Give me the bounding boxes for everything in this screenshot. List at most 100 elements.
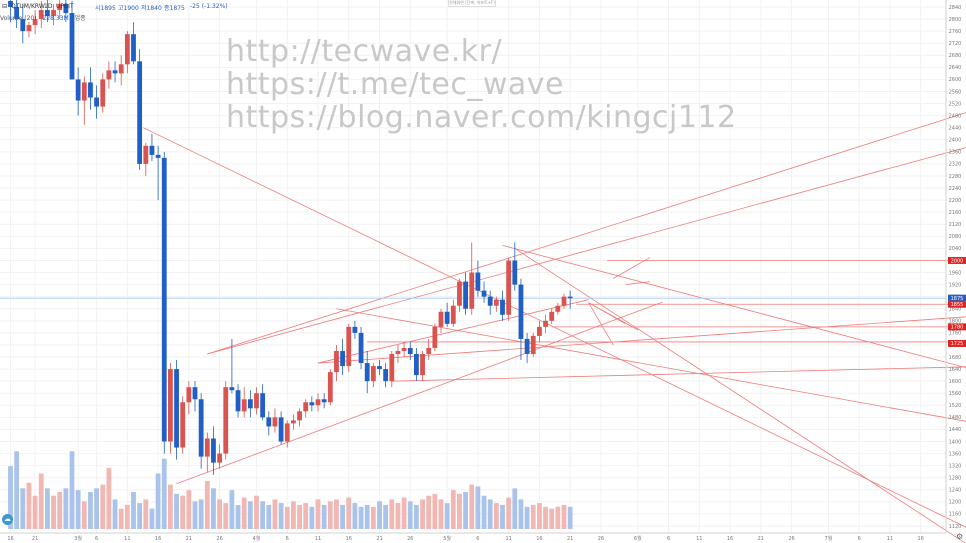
candle-body bbox=[303, 402, 308, 411]
y-tick-label: 1960 bbox=[949, 270, 962, 276]
volume-bar bbox=[70, 451, 75, 529]
candle-body bbox=[285, 423, 290, 441]
y-tick-label: 2400 bbox=[949, 138, 962, 144]
volume-bar bbox=[414, 505, 419, 529]
volume-bar bbox=[230, 490, 235, 529]
trend-line bbox=[515, 248, 966, 543]
y-tick-label: 1600 bbox=[949, 379, 962, 385]
candle-body bbox=[107, 70, 112, 79]
symbol-icon[interactable]: ⊟ bbox=[2, 3, 7, 10]
candle-body bbox=[125, 34, 130, 64]
volume-extra: 업종 bbox=[75, 15, 86, 22]
volume-bar bbox=[131, 492, 136, 529]
candle-body bbox=[383, 369, 388, 381]
candle-body bbox=[156, 155, 161, 158]
candle-body bbox=[82, 82, 87, 100]
volume-bar bbox=[488, 499, 493, 529]
y-tick-label: 2520 bbox=[949, 101, 962, 107]
y-tick-label: 1560 bbox=[949, 391, 962, 397]
exchange-label[interactable]: UPBIT bbox=[56, 3, 74, 10]
trend-line bbox=[207, 140, 966, 354]
volume-bar bbox=[322, 505, 327, 529]
candle-body bbox=[463, 282, 468, 309]
y-tick-label: 1160 bbox=[949, 512, 962, 518]
volume-bar bbox=[33, 496, 38, 529]
settings-gear-icon[interactable]: ⚙ bbox=[956, 532, 963, 541]
candle-body bbox=[88, 82, 93, 97]
x-tick-label: 7월 bbox=[825, 535, 833, 542]
trend-line bbox=[503, 245, 966, 375]
candle-body bbox=[420, 354, 425, 375]
volume-bar bbox=[63, 488, 68, 529]
cloud-icon[interactable]: ☁ bbox=[2, 514, 13, 525]
x-tick-label: 6 bbox=[286, 536, 289, 542]
volume-bar bbox=[439, 499, 444, 529]
volume-bar bbox=[562, 505, 567, 529]
candle-body bbox=[500, 300, 505, 315]
price-tag-label: 2000 bbox=[951, 258, 964, 264]
candle-body bbox=[205, 438, 210, 456]
volume-bar bbox=[500, 505, 505, 529]
candle-body bbox=[568, 297, 573, 299]
watermark-line-2: https://t.me/tec_wave bbox=[226, 67, 564, 102]
candle-body bbox=[309, 402, 314, 405]
candle-body bbox=[439, 312, 444, 327]
volume-bar bbox=[205, 481, 210, 529]
timeframe-label[interactable]: 1D bbox=[44, 3, 52, 10]
candle-body bbox=[334, 351, 339, 372]
volume-bar bbox=[285, 507, 290, 529]
candle-body bbox=[137, 61, 142, 164]
volume-bar bbox=[51, 496, 56, 529]
candle-body bbox=[254, 393, 259, 408]
candle-body bbox=[180, 402, 185, 447]
y-tick-label: 2040 bbox=[949, 246, 962, 252]
volume-bar bbox=[482, 496, 487, 529]
candle-body bbox=[143, 146, 148, 164]
volume-bar bbox=[168, 485, 173, 529]
volume-bar bbox=[408, 501, 413, 529]
volume-bar bbox=[531, 505, 536, 529]
trend-line bbox=[207, 104, 966, 354]
candle-body bbox=[402, 348, 407, 351]
candle-body bbox=[525, 339, 530, 354]
low-value: 저1840 bbox=[141, 3, 162, 12]
y-tick-label: 2680 bbox=[949, 53, 962, 59]
candle-body bbox=[549, 312, 554, 321]
volume-bar bbox=[383, 505, 388, 529]
volume-bar bbox=[266, 505, 271, 529]
x-tick-label: 16 bbox=[536, 536, 542, 542]
volume-bar bbox=[254, 496, 259, 529]
volume-label[interactable]: Volume (20) bbox=[0, 15, 37, 22]
volume-bar bbox=[57, 492, 62, 529]
candle-body bbox=[365, 363, 370, 381]
volume-bar bbox=[113, 499, 118, 529]
candle-body bbox=[555, 306, 560, 312]
candle-body bbox=[408, 348, 413, 354]
symbol-label[interactable]: QTUM/KRW bbox=[11, 3, 45, 10]
volume-bar bbox=[568, 507, 573, 529]
watermark-line-3: https://blog.naver.com/kingcj112 bbox=[226, 100, 737, 135]
candle-body bbox=[457, 282, 462, 306]
volume-bar bbox=[519, 499, 524, 529]
volume-bar bbox=[512, 488, 517, 529]
x-tick-label: 11 bbox=[124, 536, 130, 542]
candle-body bbox=[70, 13, 75, 79]
x-tick-label: 16 bbox=[727, 536, 733, 542]
candle-body bbox=[512, 260, 517, 284]
y-tick-label: 2280 bbox=[949, 174, 962, 180]
candle-body bbox=[150, 146, 155, 155]
candle-body bbox=[94, 98, 99, 107]
volume-bar bbox=[457, 494, 462, 529]
volume-bar bbox=[494, 503, 499, 529]
y-tick-label: 2120 bbox=[949, 222, 962, 228]
volume-bar bbox=[156, 474, 161, 530]
volume-bar bbox=[88, 492, 93, 529]
y-tick-label: 2640 bbox=[949, 65, 962, 71]
candle-body bbox=[230, 387, 235, 390]
volume-bar bbox=[180, 496, 185, 529]
volume-bar bbox=[94, 488, 99, 529]
candle-body bbox=[217, 454, 222, 463]
volume-bar bbox=[20, 488, 25, 529]
y-tick-label: 1320 bbox=[949, 463, 962, 469]
candle-body bbox=[451, 306, 456, 324]
